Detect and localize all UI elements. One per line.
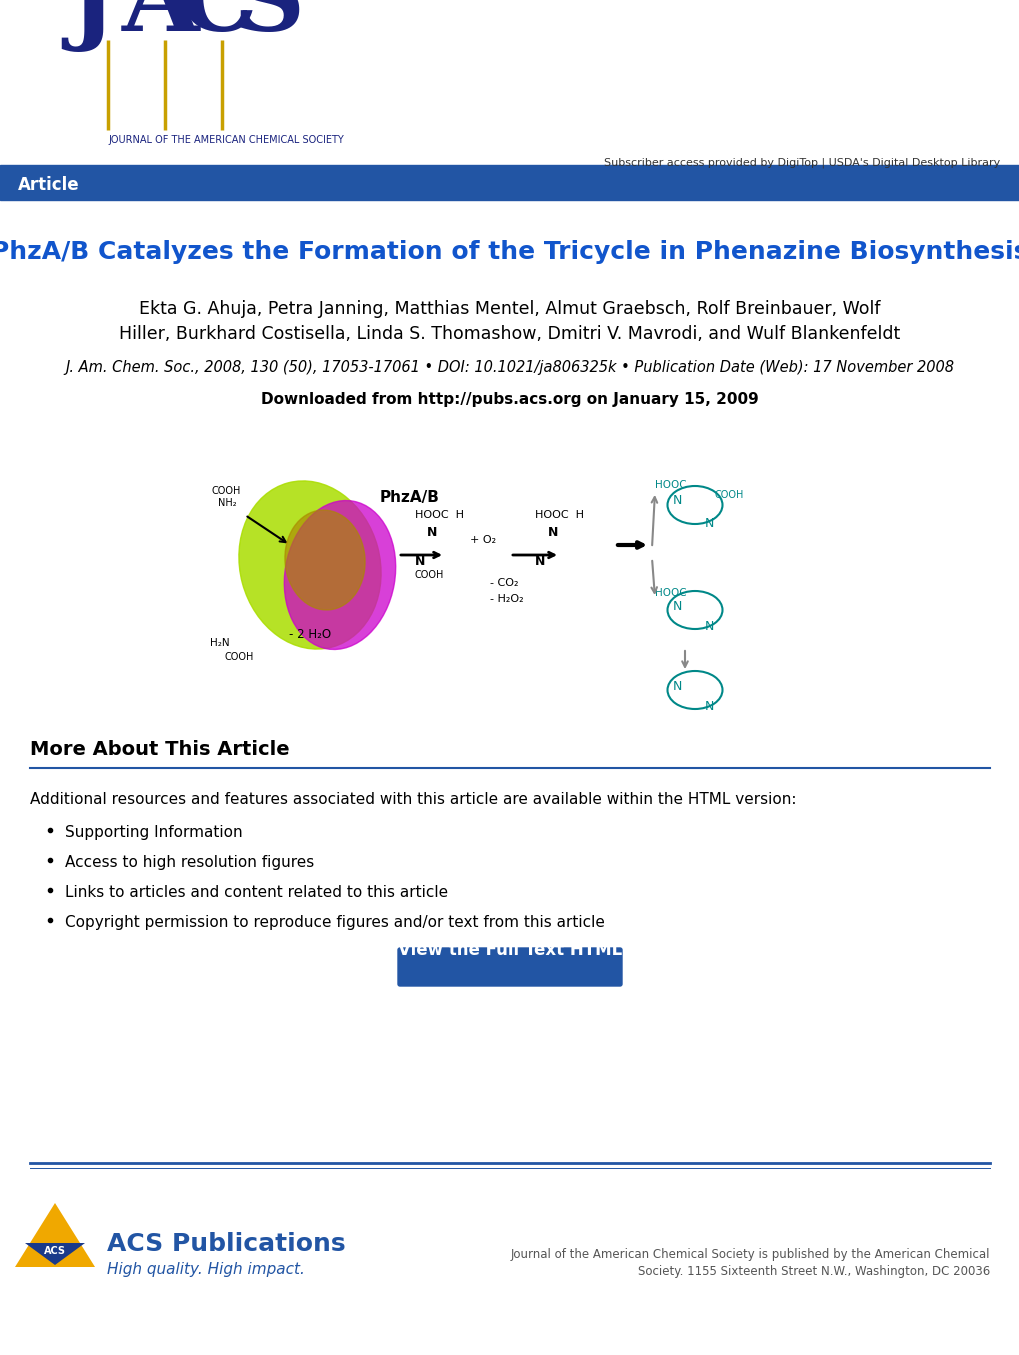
Text: Journal of the American Chemical Society is published by the American Chemical: Journal of the American Chemical Society… (510, 1248, 989, 1262)
Text: HOOC: HOOC (654, 480, 686, 491)
Text: HOOC  H: HOOC H (535, 509, 584, 520)
Text: Supporting Information: Supporting Information (65, 825, 243, 840)
Text: NH₂: NH₂ (218, 499, 236, 508)
Text: COOH: COOH (415, 570, 444, 580)
Ellipse shape (238, 481, 381, 649)
Bar (0, 165, 1019, 201)
Polygon shape (25, 1243, 85, 1266)
Text: Links to articles and content related to this article: Links to articles and content related to… (65, 885, 447, 900)
Text: S: S (231, 0, 304, 51)
Text: N: N (415, 556, 425, 568)
Text: Copyright permission to reproduce figures and/or text from this article: Copyright permission to reproduce figure… (65, 915, 604, 930)
Text: N: N (704, 518, 713, 530)
Text: Additional resources and features associated with this article are available wit: Additional resources and features associ… (30, 793, 796, 808)
Text: C: C (178, 0, 258, 51)
Text: HOOC: HOOC (654, 588, 686, 598)
Text: Article: Article (18, 176, 79, 194)
Text: A: A (122, 0, 200, 51)
Text: JOURNAL OF THE AMERICAN CHEMICAL SOCIETY: JOURNAL OF THE AMERICAN CHEMICAL SOCIETY (108, 136, 343, 145)
Text: More About This Article: More About This Article (30, 740, 289, 759)
Text: ACS Publications: ACS Publications (107, 1232, 345, 1256)
Text: Ekta G. Ahuja, Petra Janning, Matthias Mentel, Almut Graebsch, Rolf Breinbauer, : Ekta G. Ahuja, Petra Janning, Matthias M… (119, 299, 900, 343)
Text: N: N (673, 600, 682, 612)
Text: N: N (673, 680, 682, 692)
Polygon shape (15, 1203, 95, 1267)
Text: High quality. High impact.: High quality. High impact. (107, 1262, 305, 1276)
Text: - H₂O₂: - H₂O₂ (489, 593, 523, 604)
Text: N: N (535, 556, 545, 568)
Text: N: N (673, 495, 682, 507)
Text: Access to high resolution figures: Access to high resolution figures (65, 855, 314, 870)
Text: COOH: COOH (212, 486, 242, 496)
Text: - CO₂: - CO₂ (489, 579, 518, 588)
Text: COOH: COOH (714, 491, 744, 500)
Text: + O₂: + O₂ (470, 535, 495, 545)
Text: - 2 H₂O: - 2 H₂O (288, 627, 331, 641)
Text: N: N (547, 526, 557, 539)
Text: Downloaded from http://pubs.acs.org on January 15, 2009: Downloaded from http://pubs.acs.org on J… (261, 392, 758, 406)
Text: N: N (704, 621, 713, 633)
Text: View the Full Text HTML: View the Full Text HTML (397, 940, 622, 959)
Text: N: N (427, 526, 437, 539)
Text: J: J (68, 0, 115, 51)
Ellipse shape (284, 500, 395, 649)
Text: H₂N: H₂N (210, 638, 229, 648)
Ellipse shape (284, 509, 365, 610)
Text: PhzA/B Catalyzes the Formation of the Tricycle in Phenazine Biosynthesis: PhzA/B Catalyzes the Formation of the Tr… (0, 240, 1019, 264)
Text: HOOC  H: HOOC H (415, 509, 464, 520)
Text: Subscriber access provided by DigiTop | USDA's Digital Desktop Library: Subscriber access provided by DigiTop | … (603, 159, 999, 168)
Text: COOH: COOH (225, 652, 254, 663)
Text: ACS: ACS (44, 1247, 66, 1256)
FancyBboxPatch shape (397, 948, 622, 986)
Text: N: N (704, 701, 713, 713)
Text: PhzA/B: PhzA/B (380, 491, 439, 505)
Text: Society. 1155 Sixteenth Street N.W., Washington, DC 20036: Society. 1155 Sixteenth Street N.W., Was… (637, 1266, 989, 1278)
Text: J. Am. Chem. Soc., 2008, 130 (50), 17053-17061 • DOI: 10.1021/ja806325k • Public: J. Am. Chem. Soc., 2008, 130 (50), 17053… (65, 360, 954, 375)
